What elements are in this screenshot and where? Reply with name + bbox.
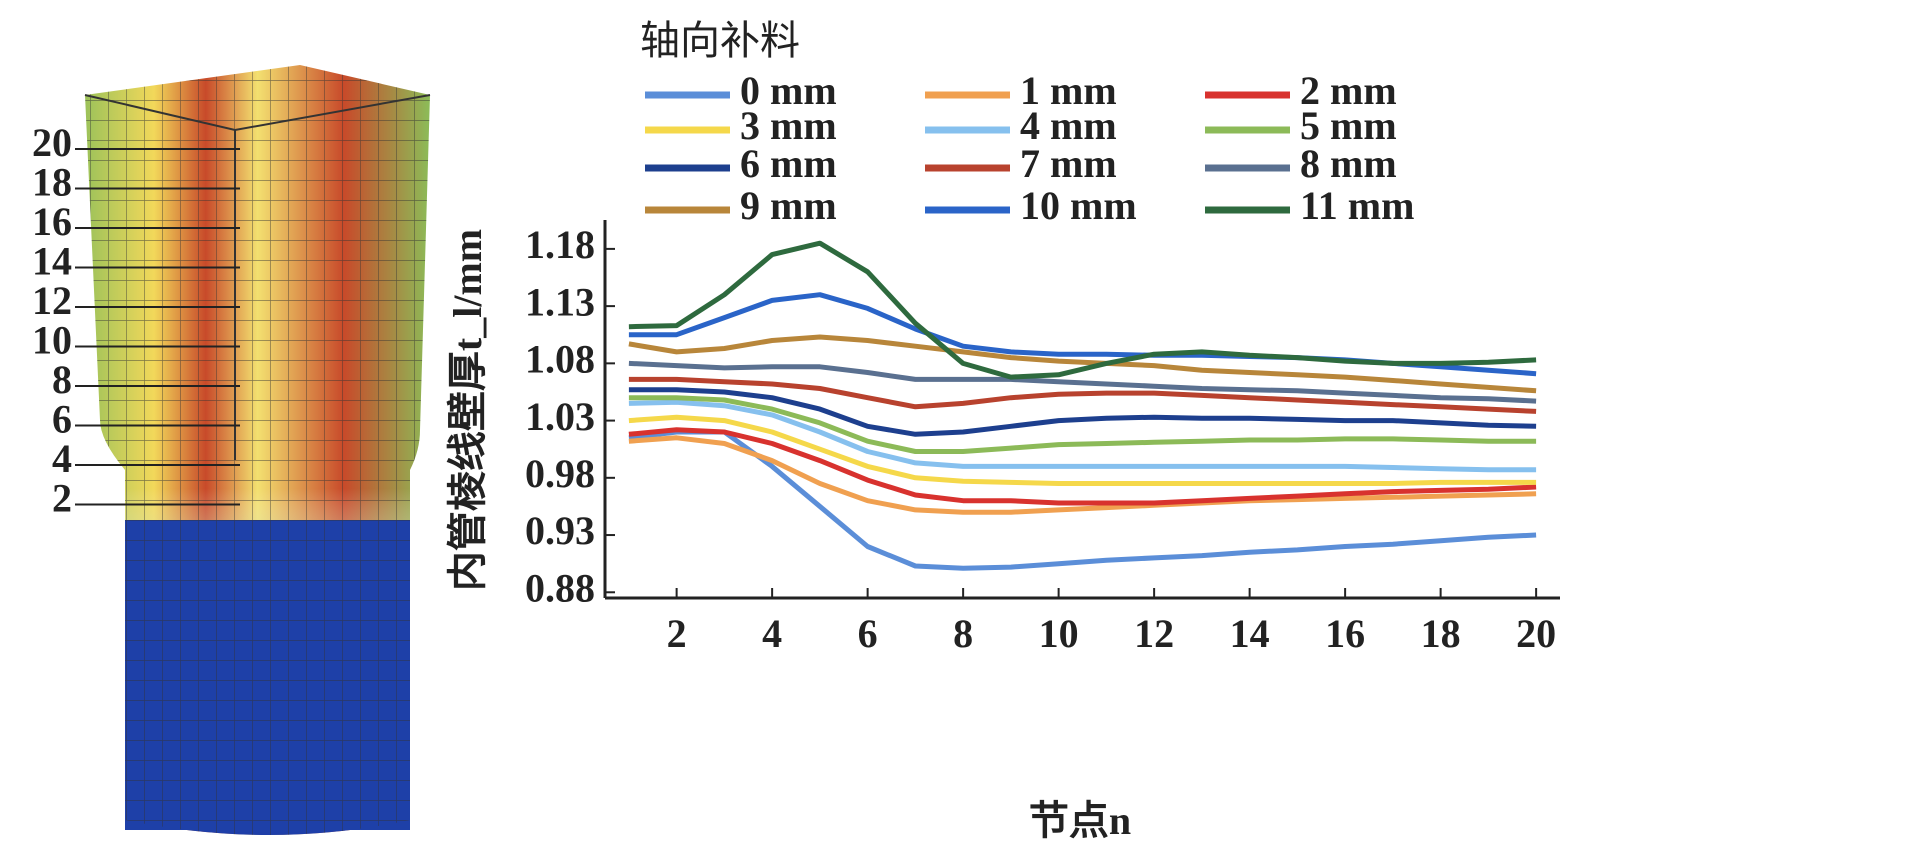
y-tick-label: 0.88 [525,565,595,610]
x-tick-label: 10 [1039,611,1079,656]
figure: 2018161412108642 轴向补料 节点n 内管棱线壁厚t_l/mm 0… [0,0,1921,856]
x-tick-label: 18 [1421,611,1461,656]
node-label: 12 [32,278,72,323]
node-label: 18 [32,160,72,205]
x-tick-label: 12 [1134,611,1174,656]
legend-label: 7 mm [1020,141,1117,186]
legend-label: 8 mm [1300,141,1397,186]
x-tick-label: 4 [762,611,782,656]
fea-model [85,65,430,835]
node-label: 20 [32,120,72,165]
x-tick-label: 14 [1230,611,1270,656]
x-tick-label: 6 [858,611,878,656]
y-tick-label: 1.18 [525,222,595,267]
y-tick-label: 1.08 [525,337,595,382]
node-label: 6 [52,397,72,442]
x-tick-label: 16 [1325,611,1365,656]
node-label: 10 [32,318,72,363]
x-axis-label: 节点n [1029,798,1131,843]
series-line [629,432,1536,568]
node-label: 2 [52,476,72,521]
x-tick-label: 2 [667,611,687,656]
legend-label: 11 mm [1300,183,1414,228]
y-tick-label: 0.98 [525,451,595,496]
page: 2018161412108642 轴向补料 节点n 内管棱线壁厚t_l/mm 0… [0,0,1921,856]
chart: 轴向补料 节点n 内管棱线壁厚t_l/mm 0.88 0.93 0.98 1.03 1.… [445,18,1560,843]
node-label: 8 [52,357,72,402]
node-label: 16 [32,199,72,244]
series-line [629,417,1536,483]
y-tick-label: 0.93 [525,508,595,553]
y-tick-label: 1.13 [525,279,595,324]
y-tick-label: 1.03 [525,394,595,439]
node-label: 14 [32,239,72,284]
node-label: 4 [52,436,72,481]
x-tick-label: 20 [1516,611,1556,656]
y-axis-label: 内管棱线壁厚t_l/mm [445,229,490,591]
series-line [629,243,1536,377]
legend-label: 10 mm [1020,183,1137,228]
legend-label: 9 mm [740,183,837,228]
x-tick-label: 8 [953,611,973,656]
legend-title: 轴向补料 [640,18,800,63]
legend-label: 6 mm [740,141,837,186]
